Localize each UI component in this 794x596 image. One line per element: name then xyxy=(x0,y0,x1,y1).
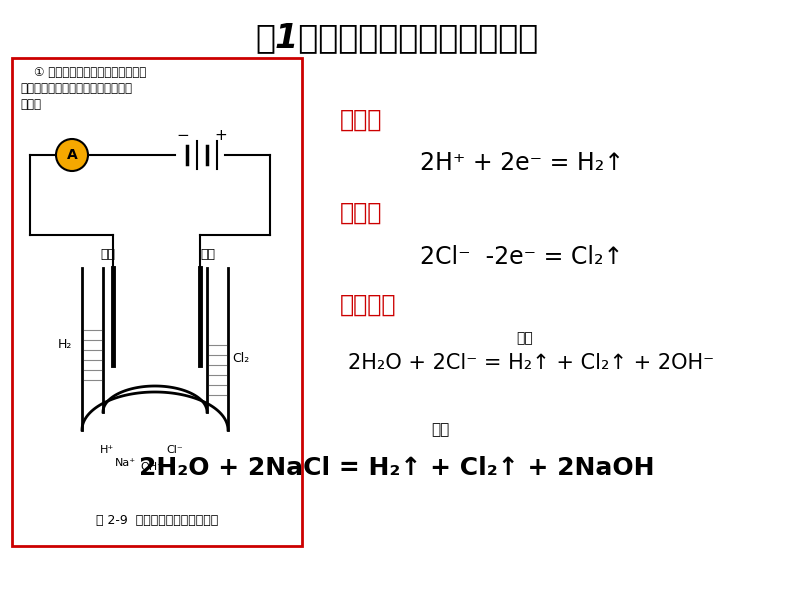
Text: 电解。: 电解。 xyxy=(20,98,41,110)
Text: Cl⁻: Cl⁻ xyxy=(167,445,183,455)
Text: （1）电解饱和食盐水反应原理: （1）电解饱和食盐水反应原理 xyxy=(256,21,538,54)
Text: 2Cl⁻  -2e⁻ = Cl₂↑: 2Cl⁻ -2e⁻ = Cl₂↑ xyxy=(420,245,623,269)
Text: A: A xyxy=(67,148,77,162)
Text: 2H₂O + 2NaCl = H₂↑ + Cl₂↑ + 2NaOH: 2H₂O + 2NaCl = H₂↑ + Cl₂↑ + 2NaOH xyxy=(139,456,655,480)
Text: OH⁻: OH⁻ xyxy=(141,462,164,472)
Text: H⁺: H⁺ xyxy=(100,445,114,455)
Text: 图 2-9  电解饱和食盐水实验装置: 图 2-9 电解饱和食盐水实验装置 xyxy=(96,514,218,526)
Bar xyxy=(12,58,302,546)
Text: ① 使电流通过电解质溶液而在阴、: ① 使电流通过电解质溶液而在阴、 xyxy=(34,66,146,79)
Text: 电解: 电解 xyxy=(431,423,449,437)
Text: −: − xyxy=(176,128,190,142)
Text: 阴极：: 阴极： xyxy=(340,108,383,132)
Text: H₂: H₂ xyxy=(58,339,72,352)
Text: 阳极：: 阳极： xyxy=(340,201,383,225)
Text: 阴极: 阴极 xyxy=(101,249,115,262)
Text: 2H⁺ + 2e⁻ = H₂↑: 2H⁺ + 2e⁻ = H₂↑ xyxy=(420,151,624,175)
Text: 2H₂O + 2Cl⁻ = H₂↑ + Cl₂↑ + 2OH⁻: 2H₂O + 2Cl⁻ = H₂↑ + Cl₂↑ + 2OH⁻ xyxy=(348,353,714,373)
Text: Cl₂: Cl₂ xyxy=(232,352,249,365)
Text: 阳两极引起氧化还原反应的过程叫做: 阳两极引起氧化还原反应的过程叫做 xyxy=(20,82,132,95)
Text: Na⁺: Na⁺ xyxy=(114,458,136,468)
Text: +: + xyxy=(214,128,227,142)
Text: 电解: 电解 xyxy=(517,331,534,345)
Circle shape xyxy=(56,139,88,171)
Text: 阳极: 阳极 xyxy=(201,249,215,262)
Text: 总反应：: 总反应： xyxy=(340,293,396,317)
